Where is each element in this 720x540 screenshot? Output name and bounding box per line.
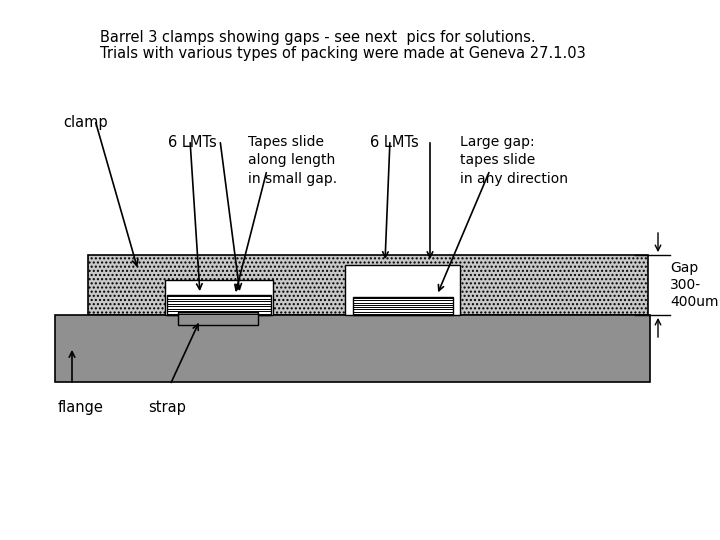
Text: clamp: clamp <box>63 115 107 130</box>
Text: flange: flange <box>58 400 104 415</box>
Text: Large gap:
tapes slide
in any direction: Large gap: tapes slide in any direction <box>460 135 568 186</box>
Text: 6 LMTs: 6 LMTs <box>168 135 217 150</box>
Bar <box>178 312 258 325</box>
Text: Trials with various types of packing were made at Geneva 27.1.03: Trials with various types of packing wer… <box>100 46 586 61</box>
Bar <box>353 297 453 315</box>
Text: Barrel 3 clamps showing gaps - see next  pics for solutions.: Barrel 3 clamps showing gaps - see next … <box>100 30 536 45</box>
Text: 6 LMTs: 6 LMTs <box>370 135 419 150</box>
Bar <box>165 280 273 315</box>
Bar <box>345 265 460 315</box>
Text: Gap
300-
400um: Gap 300- 400um <box>670 261 719 309</box>
Bar <box>55 315 650 382</box>
Bar <box>167 295 271 315</box>
Text: Tapes slide
along length
in small gap.: Tapes slide along length in small gap. <box>248 135 337 186</box>
Bar <box>88 255 648 315</box>
Text: strap: strap <box>148 400 186 415</box>
